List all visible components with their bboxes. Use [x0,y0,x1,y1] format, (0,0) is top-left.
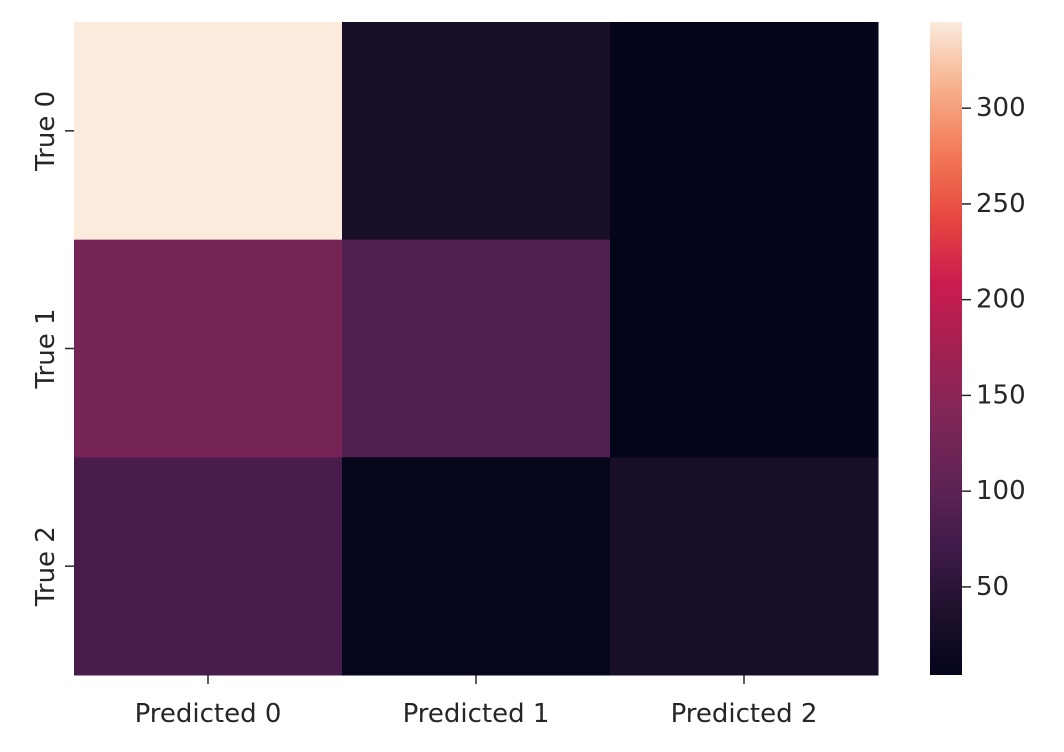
heatmap-cell-r2-c2 [610,457,879,676]
colorbar-tick-label: 100 [976,476,1026,506]
colorbar-tick-label: 250 [976,189,1026,219]
heatmap-cells [74,22,879,676]
colorbar-tick-label: 50 [976,572,1009,602]
y-tick-label: True 0 [31,91,61,172]
heatmap-cell-r1-c2 [610,239,879,458]
colorbar: 50 100 150 200 250 300 [930,22,1026,675]
colorbar-tick-label: 150 [976,380,1026,410]
y-axis: True 0 True 1 True 2 [31,91,74,607]
y-tick-label: True 2 [31,526,61,607]
colorbar-gradient [930,22,962,675]
colorbar-ticks: 50 100 150 200 250 300 [962,93,1026,602]
heatmap-cell-r1-c1 [342,239,611,458]
heatmap-cell-r0-c1 [342,22,611,241]
colorbar-tick-label: 200 [976,285,1026,315]
heatmap-cell-r0-c2 [610,22,879,241]
heatmap-cell-r2-c1 [342,457,611,676]
y-tick-label: True 1 [31,308,61,389]
heatmap-cell-r1-c0 [74,239,343,458]
x-axis: Predicted 0 Predicted 1 Predicted 2 [135,675,818,729]
heatmap-cell-r0-c0 [74,22,343,241]
x-tick-label: Predicted 1 [403,699,550,729]
x-tick-label: Predicted 2 [671,699,818,729]
heatmap-cell-r2-c0 [74,457,343,676]
colorbar-tick-label: 300 [976,93,1026,123]
x-tick-label: Predicted 0 [135,699,282,729]
